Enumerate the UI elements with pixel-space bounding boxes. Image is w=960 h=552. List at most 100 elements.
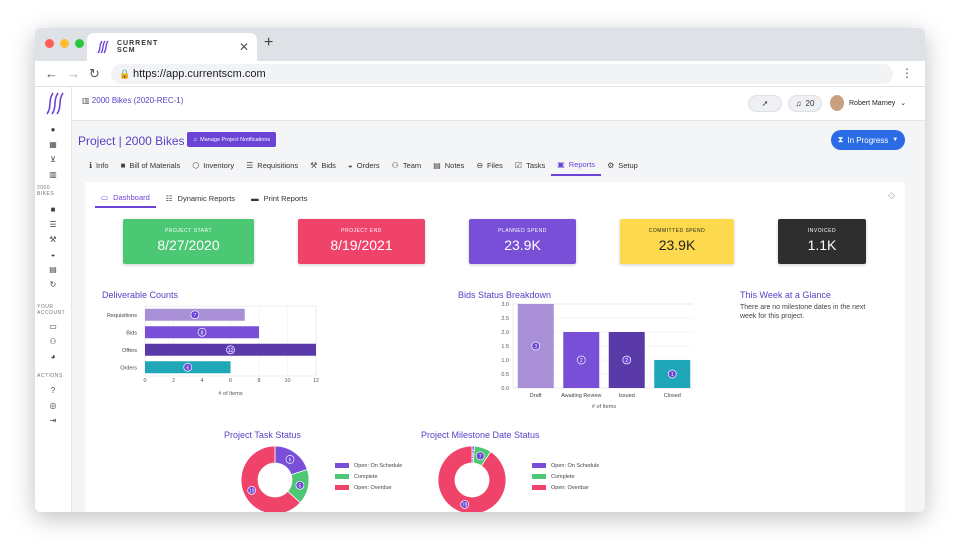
browser-tab[interactable]: CURRENT SCM ✕ (87, 33, 257, 61)
y-tick-label: 3.0 (501, 302, 509, 308)
building-icon[interactable]: ▦ (49, 140, 57, 149)
legend-item[interactable]: Open: On Schedule (532, 460, 599, 471)
tab-title: CURRENT SCM (117, 40, 159, 54)
legend-swatch (532, 474, 546, 479)
logout-icon[interactable]: ⇥ (49, 416, 57, 425)
folder-icon[interactable]: ■ (50, 205, 56, 214)
plot-frame (512, 303, 693, 389)
forward-icon[interactable]: → (67, 66, 80, 81)
legend-label: Open: Overdue (551, 484, 589, 491)
window-controls (45, 39, 84, 48)
page-title: Project | 2000 Bikes (78, 134, 185, 148)
data-label-badge (247, 486, 257, 495)
top-bar: ▥ 2000 Bikes (2020-REC-1) ➚ ♫ 20 Robert … (72, 87, 925, 121)
note-icon[interactable]: ▤ (49, 265, 57, 274)
sidebar: ● ▦ ⊻ ▥ 2000 BIKES ■ ☰ ⚒ ◒ ▤ ↻ YOUR ACCO… (35, 87, 72, 512)
week-glance-title: This Week at a Glance (740, 290, 831, 300)
cart-icon[interactable]: ⊻ (50, 155, 56, 164)
back-icon[interactable]: ← (45, 66, 58, 81)
tab-tasks[interactable]: ☑ Tasks (514, 160, 546, 170)
reload-icon[interactable]: ↻ (89, 66, 100, 81)
category-label: Closed (664, 393, 681, 399)
new-tab-icon[interactable]: + (264, 34, 274, 51)
tab-bids[interactable]: ⚒ Bids (310, 160, 336, 170)
tab-info[interactable]: ℹ Info (89, 160, 109, 170)
support-icon[interactable]: ◎ (49, 401, 57, 410)
checkbox-icon: ☑ (514, 160, 523, 170)
bids-status-title: Bids Status Breakdown (458, 290, 552, 300)
tab-setup[interactable]: ⚙ Setup (607, 160, 638, 170)
avatar (830, 95, 844, 111)
user-icon[interactable]: ● (50, 125, 56, 134)
browser-menu-icon[interactable]: ⋮ (901, 66, 913, 80)
monitor-icon: ▭ (101, 193, 109, 202)
category-label: Draft (530, 393, 542, 399)
url-field[interactable]: 🔒 https://app.currentscm.com (111, 64, 893, 84)
tab-files[interactable]: ⊖ Files (476, 160, 503, 170)
x-tick-label: 2 (172, 378, 175, 384)
category-label: Bids (126, 330, 137, 336)
legend-item[interactable]: Open: Overdue (532, 482, 599, 493)
minimize-window-icon[interactable] (60, 39, 69, 48)
tab-inventory[interactable]: ⬡ Inventory (192, 160, 235, 170)
tab-requisitions[interactable]: ☰ Requisitions (246, 160, 299, 170)
palette-icon[interactable]: ◕ (50, 352, 56, 361)
address-bar: ← → ↻ 🔒 https://app.currentscm.com ⋮ (35, 61, 925, 87)
data-label: 6 (186, 365, 189, 371)
legend-item[interactable]: Open: Overdue (335, 482, 402, 493)
diamond-icon[interactable]: ◇ (888, 190, 895, 200)
x-tick-label: 4 (200, 378, 203, 384)
id-card-icon[interactable]: ▭ (49, 322, 57, 331)
subtab-dynamic-reports[interactable]: ☷ Dynamic Reports (165, 194, 236, 203)
gavel-icon[interactable]: ⚒ (49, 235, 57, 244)
tab-notes[interactable]: ▤ Notes (433, 160, 465, 170)
data-label: 78 (462, 502, 468, 508)
users-icon[interactable]: ⚇ (49, 337, 57, 346)
legend-item[interactable]: Complete (532, 471, 599, 482)
tab-bill-of-materials[interactable]: ■ Bill of Materials (120, 160, 181, 170)
subtab-print-reports[interactable]: ▬ Print Reports (251, 194, 308, 203)
data-label: 2 (625, 358, 628, 364)
x-tick-label: 0 (143, 378, 146, 384)
status-dropdown-button[interactable]: ⧗ In Progress ▼ (831, 130, 905, 150)
manage-notifications-button[interactable]: ♫ Manage Project Notifications (187, 132, 277, 147)
card-invoiced: Invoiced 1.1K (778, 219, 866, 264)
sync-icon[interactable]: ↻ (49, 280, 57, 289)
close-window-icon[interactable] (45, 39, 54, 48)
card-planned-spend: Planned Spend 23.9K (469, 219, 576, 264)
folder-icon: ■ (120, 160, 126, 170)
x-tick-label: 12 (313, 378, 319, 384)
category-label: Offers (122, 348, 137, 354)
app-logo-icon[interactable] (43, 90, 65, 116)
x-tick-label: 10 (284, 378, 290, 384)
breadcrumb[interactable]: ▥ 2000 Bikes (2020-REC-1) (82, 96, 184, 105)
tab-team[interactable]: ⚇ Team (391, 160, 422, 170)
tab-close-icon[interactable]: ✕ (238, 40, 249, 54)
subtab-dashboard[interactable]: ▭ Dashboard (95, 189, 156, 208)
browser-tab-bar: CURRENT SCM ✕ + (35, 28, 925, 61)
legend-label: Open: Overdue (354, 484, 392, 491)
quick-launch-button[interactable]: ➚ (748, 95, 782, 112)
maximize-window-icon[interactable] (75, 39, 84, 48)
data-label: 8 (201, 330, 204, 336)
task-status-title: Project Task Status (224, 430, 301, 440)
rocket-icon: ➚ (761, 99, 769, 108)
caret-down-icon: ▼ (892, 137, 899, 143)
legend-label: Open: On Schedule (551, 462, 600, 469)
legend-item[interactable]: Complete (335, 471, 402, 482)
data-label: 19 (249, 488, 255, 494)
milestone-status-chart: 1 778 (437, 445, 507, 512)
notifications-button[interactable]: ♫ 20 (788, 95, 822, 112)
user-menu[interactable]: Robert Marney ⌄ (830, 95, 906, 111)
tab-reports[interactable]: ▣ Reports (551, 154, 602, 176)
tab-orders[interactable]: ◒ Orders (347, 160, 380, 170)
list-icon[interactable]: ☰ (49, 220, 57, 229)
legend-item[interactable]: Open: On Schedule (335, 460, 402, 471)
task-status-legend: Open: On Schedule Complete Open: Overdue (335, 460, 402, 493)
help-icon[interactable]: ? (50, 386, 56, 395)
report-subtabs: ▭ Dashboard ☷ Dynamic Reports ▬ Print Repor… (95, 189, 313, 208)
basket-icon[interactable]: ◒ (50, 250, 56, 259)
data-label: 12 (228, 348, 234, 354)
printer-icon: ▬ (251, 194, 259, 203)
factory-icon[interactable]: ▥ (49, 170, 57, 179)
